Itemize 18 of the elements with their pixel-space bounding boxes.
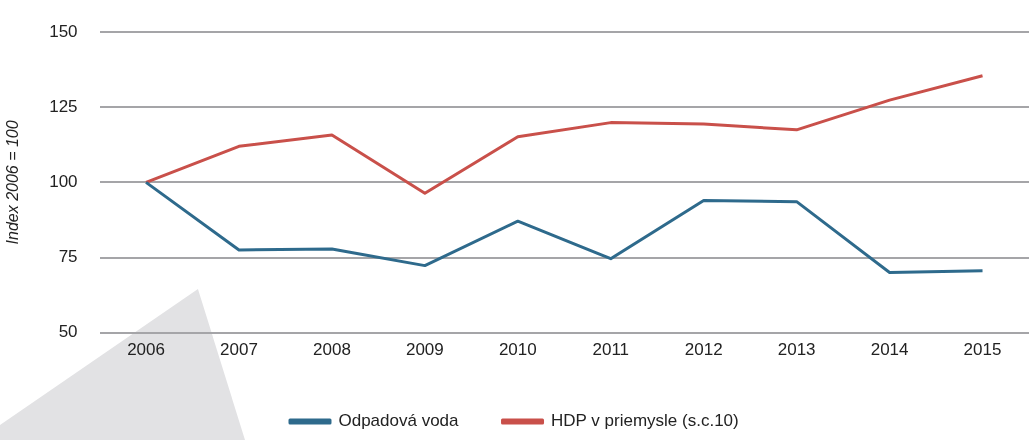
y-tick-label: 125 [49,96,78,116]
x-tick-label: 2007 [220,340,258,360]
legend-label: HDP v priemysle (s.c.10) [551,411,739,431]
y-axis-title: Index 2006 = 100 [4,120,22,245]
x-tick-label: 2010 [498,340,537,360]
x-tick-label: 2011 [592,340,630,360]
y-tick-label: 100 [49,172,78,192]
y-tick-label: 75 [58,247,78,267]
x-tick-label: 2012 [684,340,723,360]
x-tick-label: 2008 [313,340,351,360]
y-tick-label: 150 [49,21,78,41]
x-tick-label: 2015 [963,340,1002,360]
x-tick-label: 2013 [777,340,816,360]
legend-label: Odpadová voda [338,411,460,431]
y-tick-label: 50 [58,322,78,342]
x-tick-label: 2009 [405,340,444,360]
x-tick-label: 2006 [127,340,165,360]
x-tick-label: 2014 [870,340,909,360]
